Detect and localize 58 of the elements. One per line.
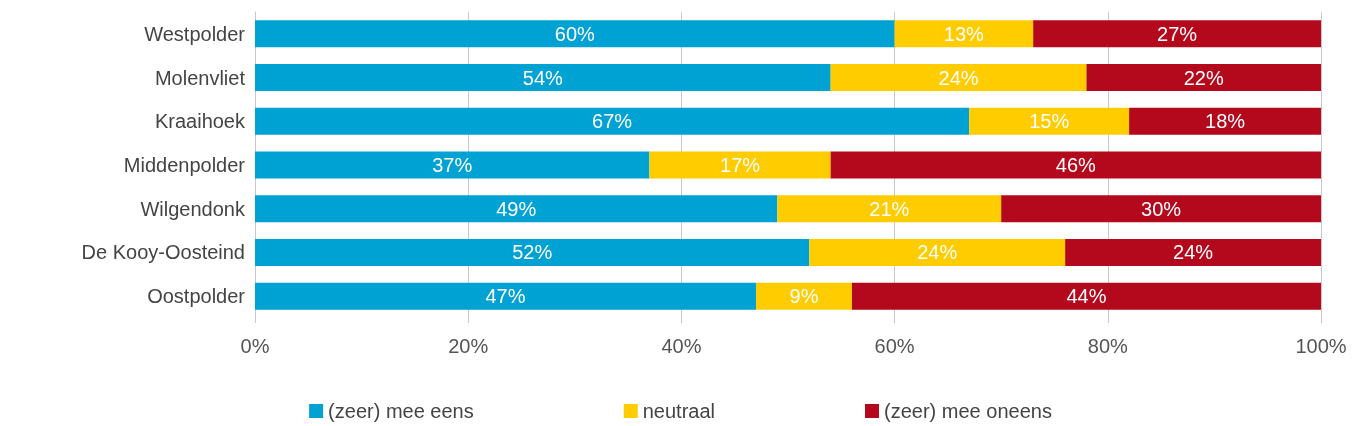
y-tick-label: Wilgendonk: [140, 197, 246, 220]
data-label: 21%: [869, 197, 910, 220]
data-label: 54%: [522, 66, 564, 89]
bar: [1033, 20, 1321, 48]
y-tick-label: Westpolder: [144, 22, 246, 45]
bar: [1001, 195, 1321, 223]
x-tick-label: 0%: [240, 335, 270, 357]
y-tick-label: Oostpolder: [147, 285, 246, 308]
x-tick-label: 80%: [1087, 335, 1129, 357]
legend-label: neutraal: [642, 400, 716, 422]
bar: [830, 151, 1321, 179]
data-label: 24%: [1173, 241, 1214, 264]
bar: [255, 238, 810, 266]
data-label: 9%: [789, 285, 819, 308]
bar: [851, 282, 1321, 310]
bar: [809, 238, 1066, 266]
y-tick-label: Middenpolder: [123, 154, 246, 176]
bar: [1129, 107, 1321, 135]
x-tick-label: 20%: [448, 335, 489, 357]
data-label: 13%: [943, 22, 985, 45]
bar: [255, 20, 895, 48]
bar: [777, 195, 1002, 223]
data-label: 17%: [720, 154, 761, 176]
y-tick-label: De Kooy-Oosteind: [81, 241, 245, 264]
data-label: 49%: [496, 197, 537, 220]
data-label: 18%: [1205, 110, 1246, 133]
bar: [756, 282, 852, 310]
bar: [255, 151, 650, 179]
data-label: 22%: [1183, 66, 1224, 89]
data-label: 24%: [938, 66, 979, 89]
bar: [255, 107, 970, 135]
bar: [1065, 238, 1321, 266]
bar: [255, 282, 757, 310]
data-label: 46%: [1055, 154, 1097, 176]
bar: [969, 107, 1130, 135]
x-tick-label: 60%: [874, 335, 915, 357]
bar: [649, 151, 831, 179]
legend-label: (zeer) mee eens: [328, 400, 474, 422]
bar: [894, 20, 1034, 48]
data-label: 24%: [917, 241, 958, 264]
data-label: 60%: [554, 22, 596, 45]
data-label: 15%: [1029, 110, 1070, 133]
y-tick-label: Molenvliet: [154, 66, 246, 89]
data-label: 27%: [1157, 22, 1198, 45]
data-label: 52%: [512, 241, 553, 264]
y-tick-label: Kraaihoek: [154, 110, 246, 133]
x-tick-label: 40%: [661, 335, 702, 357]
bar: [255, 64, 831, 92]
x-tick-label: 100%: [1295, 335, 1347, 357]
bar: [255, 195, 778, 223]
bar: [1086, 64, 1321, 92]
data-label: 30%: [1141, 197, 1182, 220]
data-label: 37%: [432, 154, 473, 176]
data-label: 67%: [592, 110, 633, 133]
data-label: 47%: [485, 285, 526, 308]
legend-label: (zeer) mee oneens: [884, 400, 1052, 422]
bar: [830, 64, 1087, 92]
data-label: 44%: [1066, 285, 1107, 308]
